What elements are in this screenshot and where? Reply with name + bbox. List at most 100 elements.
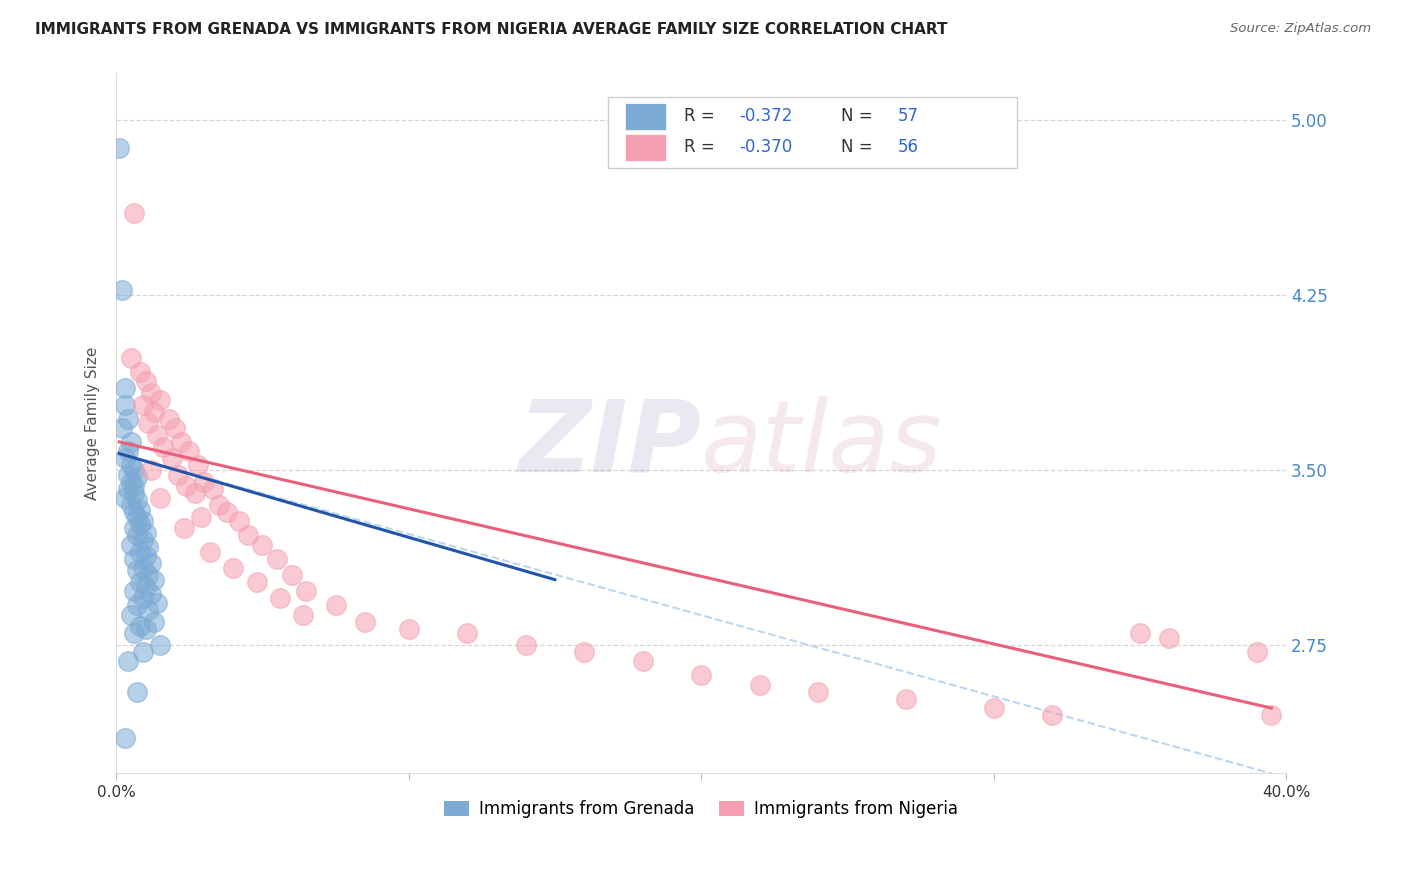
Text: R =: R = — [683, 138, 720, 156]
Point — [252, 538, 274, 552]
Text: 56: 56 — [897, 138, 918, 156]
Point — [198, 544, 221, 558]
Point — [176, 479, 198, 493]
Text: IMMIGRANTS FROM GRENADA VS IMMIGRANTS FROM NIGERIA AVERAGE FAMILY SIZE CORRELATI: IMMIGRANTS FROM GRENADA VS IMMIGRANTS FR… — [35, 22, 948, 37]
Point — [353, 615, 375, 629]
Point — [125, 528, 148, 542]
Point — [117, 444, 139, 458]
Point — [122, 584, 145, 599]
Point — [983, 701, 1005, 715]
Point — [117, 411, 139, 425]
Point — [456, 626, 478, 640]
Point — [134, 525, 156, 540]
Point — [631, 654, 654, 668]
Point — [149, 392, 172, 407]
Point — [125, 563, 148, 577]
Point — [122, 479, 145, 493]
Point — [138, 603, 160, 617]
Point — [128, 544, 150, 558]
Point — [141, 385, 163, 400]
Point — [141, 587, 163, 601]
Point — [120, 498, 142, 512]
Point — [1246, 645, 1268, 659]
Point — [207, 498, 229, 512]
Y-axis label: Average Family Size: Average Family Size — [86, 346, 100, 500]
Point — [114, 491, 136, 505]
Point — [292, 607, 315, 622]
Point — [748, 678, 770, 692]
Point — [217, 505, 239, 519]
Point — [173, 521, 195, 535]
Point — [149, 491, 172, 505]
Point — [141, 463, 163, 477]
Point — [295, 584, 318, 599]
Point — [266, 551, 288, 566]
Point — [269, 591, 291, 606]
Point — [122, 206, 145, 220]
Point — [398, 622, 420, 636]
Point — [114, 451, 136, 466]
Point — [108, 141, 131, 155]
Point — [120, 475, 142, 489]
Point — [157, 411, 180, 425]
Point — [120, 538, 142, 552]
Point — [134, 580, 156, 594]
Point — [141, 556, 163, 570]
Point — [146, 428, 169, 442]
FancyBboxPatch shape — [626, 134, 666, 161]
Point — [134, 549, 156, 564]
FancyBboxPatch shape — [626, 103, 666, 129]
Point — [120, 434, 142, 449]
Point — [128, 502, 150, 516]
Point — [690, 668, 713, 682]
Point — [120, 351, 142, 365]
Point — [193, 475, 215, 489]
Point — [146, 596, 169, 610]
Point — [228, 514, 250, 528]
Point — [120, 607, 142, 622]
Point — [122, 486, 145, 500]
Point — [125, 470, 148, 484]
Point — [236, 528, 259, 542]
Point — [1260, 708, 1282, 723]
Point — [117, 654, 139, 668]
Point — [128, 365, 150, 379]
Point — [280, 568, 302, 582]
Point — [143, 404, 166, 418]
Point — [114, 731, 136, 746]
Point — [114, 381, 136, 395]
Point — [114, 398, 136, 412]
Point — [515, 638, 537, 652]
Point — [131, 398, 153, 412]
Point — [128, 574, 150, 589]
Point — [117, 482, 139, 496]
Point — [138, 416, 160, 430]
Point — [222, 561, 245, 575]
Text: N =: N = — [842, 107, 879, 126]
Point — [572, 645, 595, 659]
Point — [143, 573, 166, 587]
Point — [131, 533, 153, 547]
Point — [179, 444, 201, 458]
Point — [1040, 708, 1063, 723]
Text: -0.370: -0.370 — [740, 138, 793, 156]
Text: atlas: atlas — [702, 396, 943, 492]
Text: N =: N = — [842, 138, 879, 156]
Point — [122, 505, 145, 519]
Point — [131, 591, 153, 606]
Point — [122, 626, 145, 640]
Point — [1157, 631, 1180, 645]
Text: 57: 57 — [897, 107, 918, 126]
Point — [1129, 626, 1152, 640]
Point — [128, 516, 150, 531]
Point — [122, 551, 145, 566]
Text: ZIP: ZIP — [519, 396, 702, 492]
Point — [131, 561, 153, 575]
Point — [131, 645, 153, 659]
Point — [125, 493, 148, 508]
Point — [125, 684, 148, 698]
Point — [138, 540, 160, 554]
Point — [111, 283, 134, 297]
Point — [125, 599, 148, 613]
Point — [190, 509, 212, 524]
